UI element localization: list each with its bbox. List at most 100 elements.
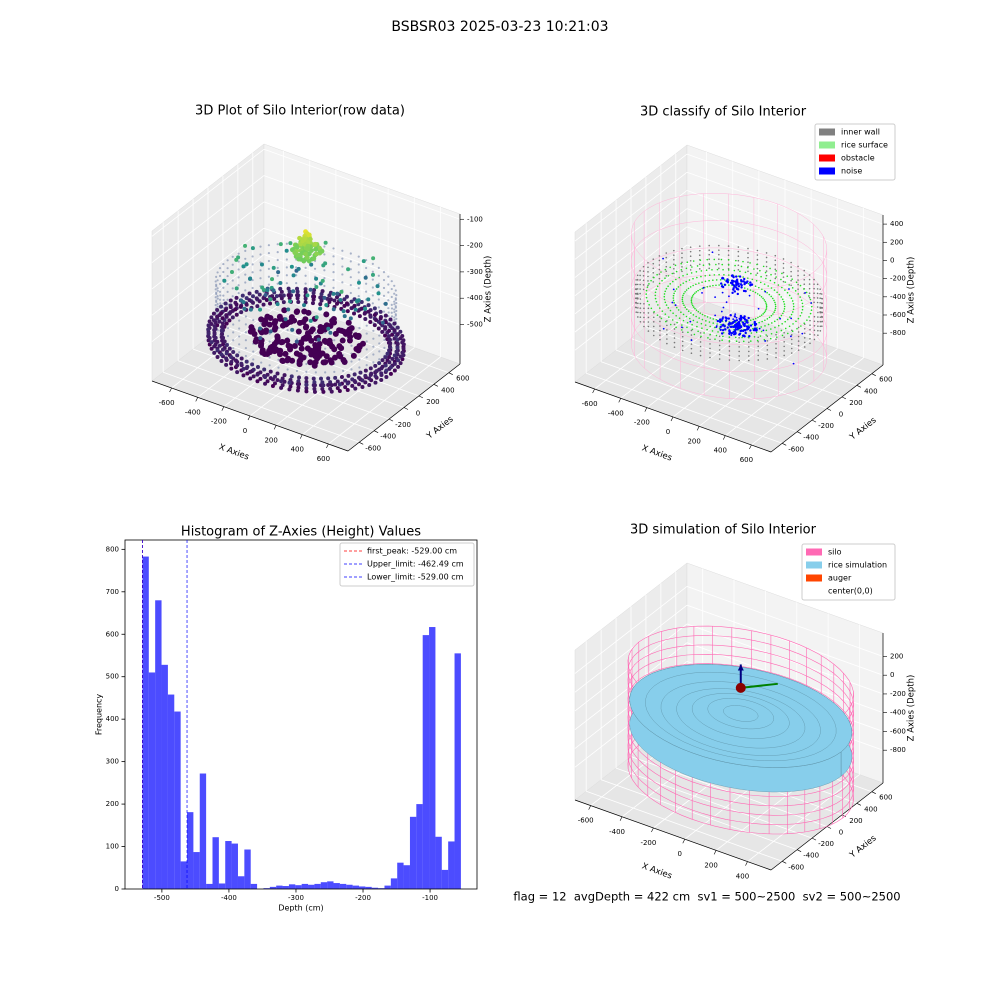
y-tick-label: 400 (864, 387, 877, 395)
point (234, 257, 239, 262)
point (226, 274, 229, 278)
point (691, 296, 693, 299)
grid-line (574, 586, 688, 674)
point (383, 313, 388, 318)
point (258, 329, 265, 336)
point (748, 346, 750, 348)
point (727, 269, 730, 271)
point (294, 339, 299, 344)
point (267, 259, 271, 263)
point (268, 356, 271, 359)
point (809, 298, 812, 301)
point (699, 259, 702, 262)
point (304, 389, 309, 394)
legend-swatch (806, 574, 822, 582)
point (659, 316, 661, 318)
point (783, 345, 785, 348)
point (797, 274, 799, 277)
point (271, 340, 278, 347)
point (341, 328, 348, 335)
point (769, 267, 771, 270)
point (742, 280, 745, 283)
point (235, 370, 240, 375)
point (674, 290, 676, 292)
point (786, 332, 789, 335)
point (675, 326, 677, 329)
z-tick-label: -400 (890, 293, 906, 301)
y-tick-label: 600 (456, 375, 469, 383)
point (272, 318, 279, 325)
point (786, 318, 789, 321)
point (681, 247, 683, 250)
point (803, 322, 805, 324)
point (311, 347, 318, 354)
point (346, 373, 351, 378)
point (675, 278, 677, 281)
point (724, 316, 727, 319)
point (312, 241, 318, 247)
bar (441, 869, 449, 889)
point (300, 319, 307, 326)
point (741, 329, 745, 333)
bar (422, 635, 430, 889)
point (692, 293, 695, 296)
point (395, 332, 400, 337)
point (748, 355, 750, 357)
point (680, 262, 683, 265)
point (371, 294, 374, 297)
point (647, 325, 650, 328)
point (234, 286, 239, 291)
point (263, 375, 268, 380)
point (713, 258, 716, 261)
z-tick-label: 200 (890, 652, 903, 660)
point (655, 288, 658, 291)
point (672, 299, 675, 302)
point (224, 321, 229, 326)
point (346, 326, 353, 333)
point (817, 320, 819, 323)
point (323, 311, 330, 318)
point (235, 353, 240, 358)
point (371, 278, 374, 281)
point (666, 329, 668, 331)
point (214, 304, 217, 307)
point (746, 327, 750, 330)
point (659, 307, 661, 309)
point (741, 321, 745, 324)
point (687, 310, 690, 313)
point (212, 344, 217, 349)
point (314, 331, 317, 335)
point (220, 321, 225, 326)
point (737, 322, 741, 325)
point (752, 290, 754, 293)
point (813, 329, 816, 332)
point (219, 304, 224, 309)
point (303, 334, 310, 341)
point (680, 311, 682, 314)
point (774, 259, 777, 262)
point (291, 343, 298, 350)
point (731, 322, 734, 325)
x-tick-label: -400 (608, 409, 624, 417)
bar (390, 878, 398, 889)
y-tick-label: -600 (788, 445, 804, 453)
x-tick-label: -400 (609, 828, 625, 836)
point (749, 262, 751, 264)
point (698, 254, 701, 257)
point (813, 320, 816, 323)
point (279, 379, 284, 384)
point (702, 286, 705, 289)
point (673, 268, 675, 270)
point (783, 336, 785, 339)
point (749, 340, 752, 342)
point (737, 255, 740, 257)
point (358, 326, 361, 330)
point (341, 369, 345, 372)
bar (288, 884, 296, 889)
point (332, 286, 335, 290)
point (797, 349, 800, 351)
point (673, 258, 675, 261)
point (671, 272, 674, 275)
rice-mesh (645, 671, 837, 762)
point (639, 298, 642, 300)
